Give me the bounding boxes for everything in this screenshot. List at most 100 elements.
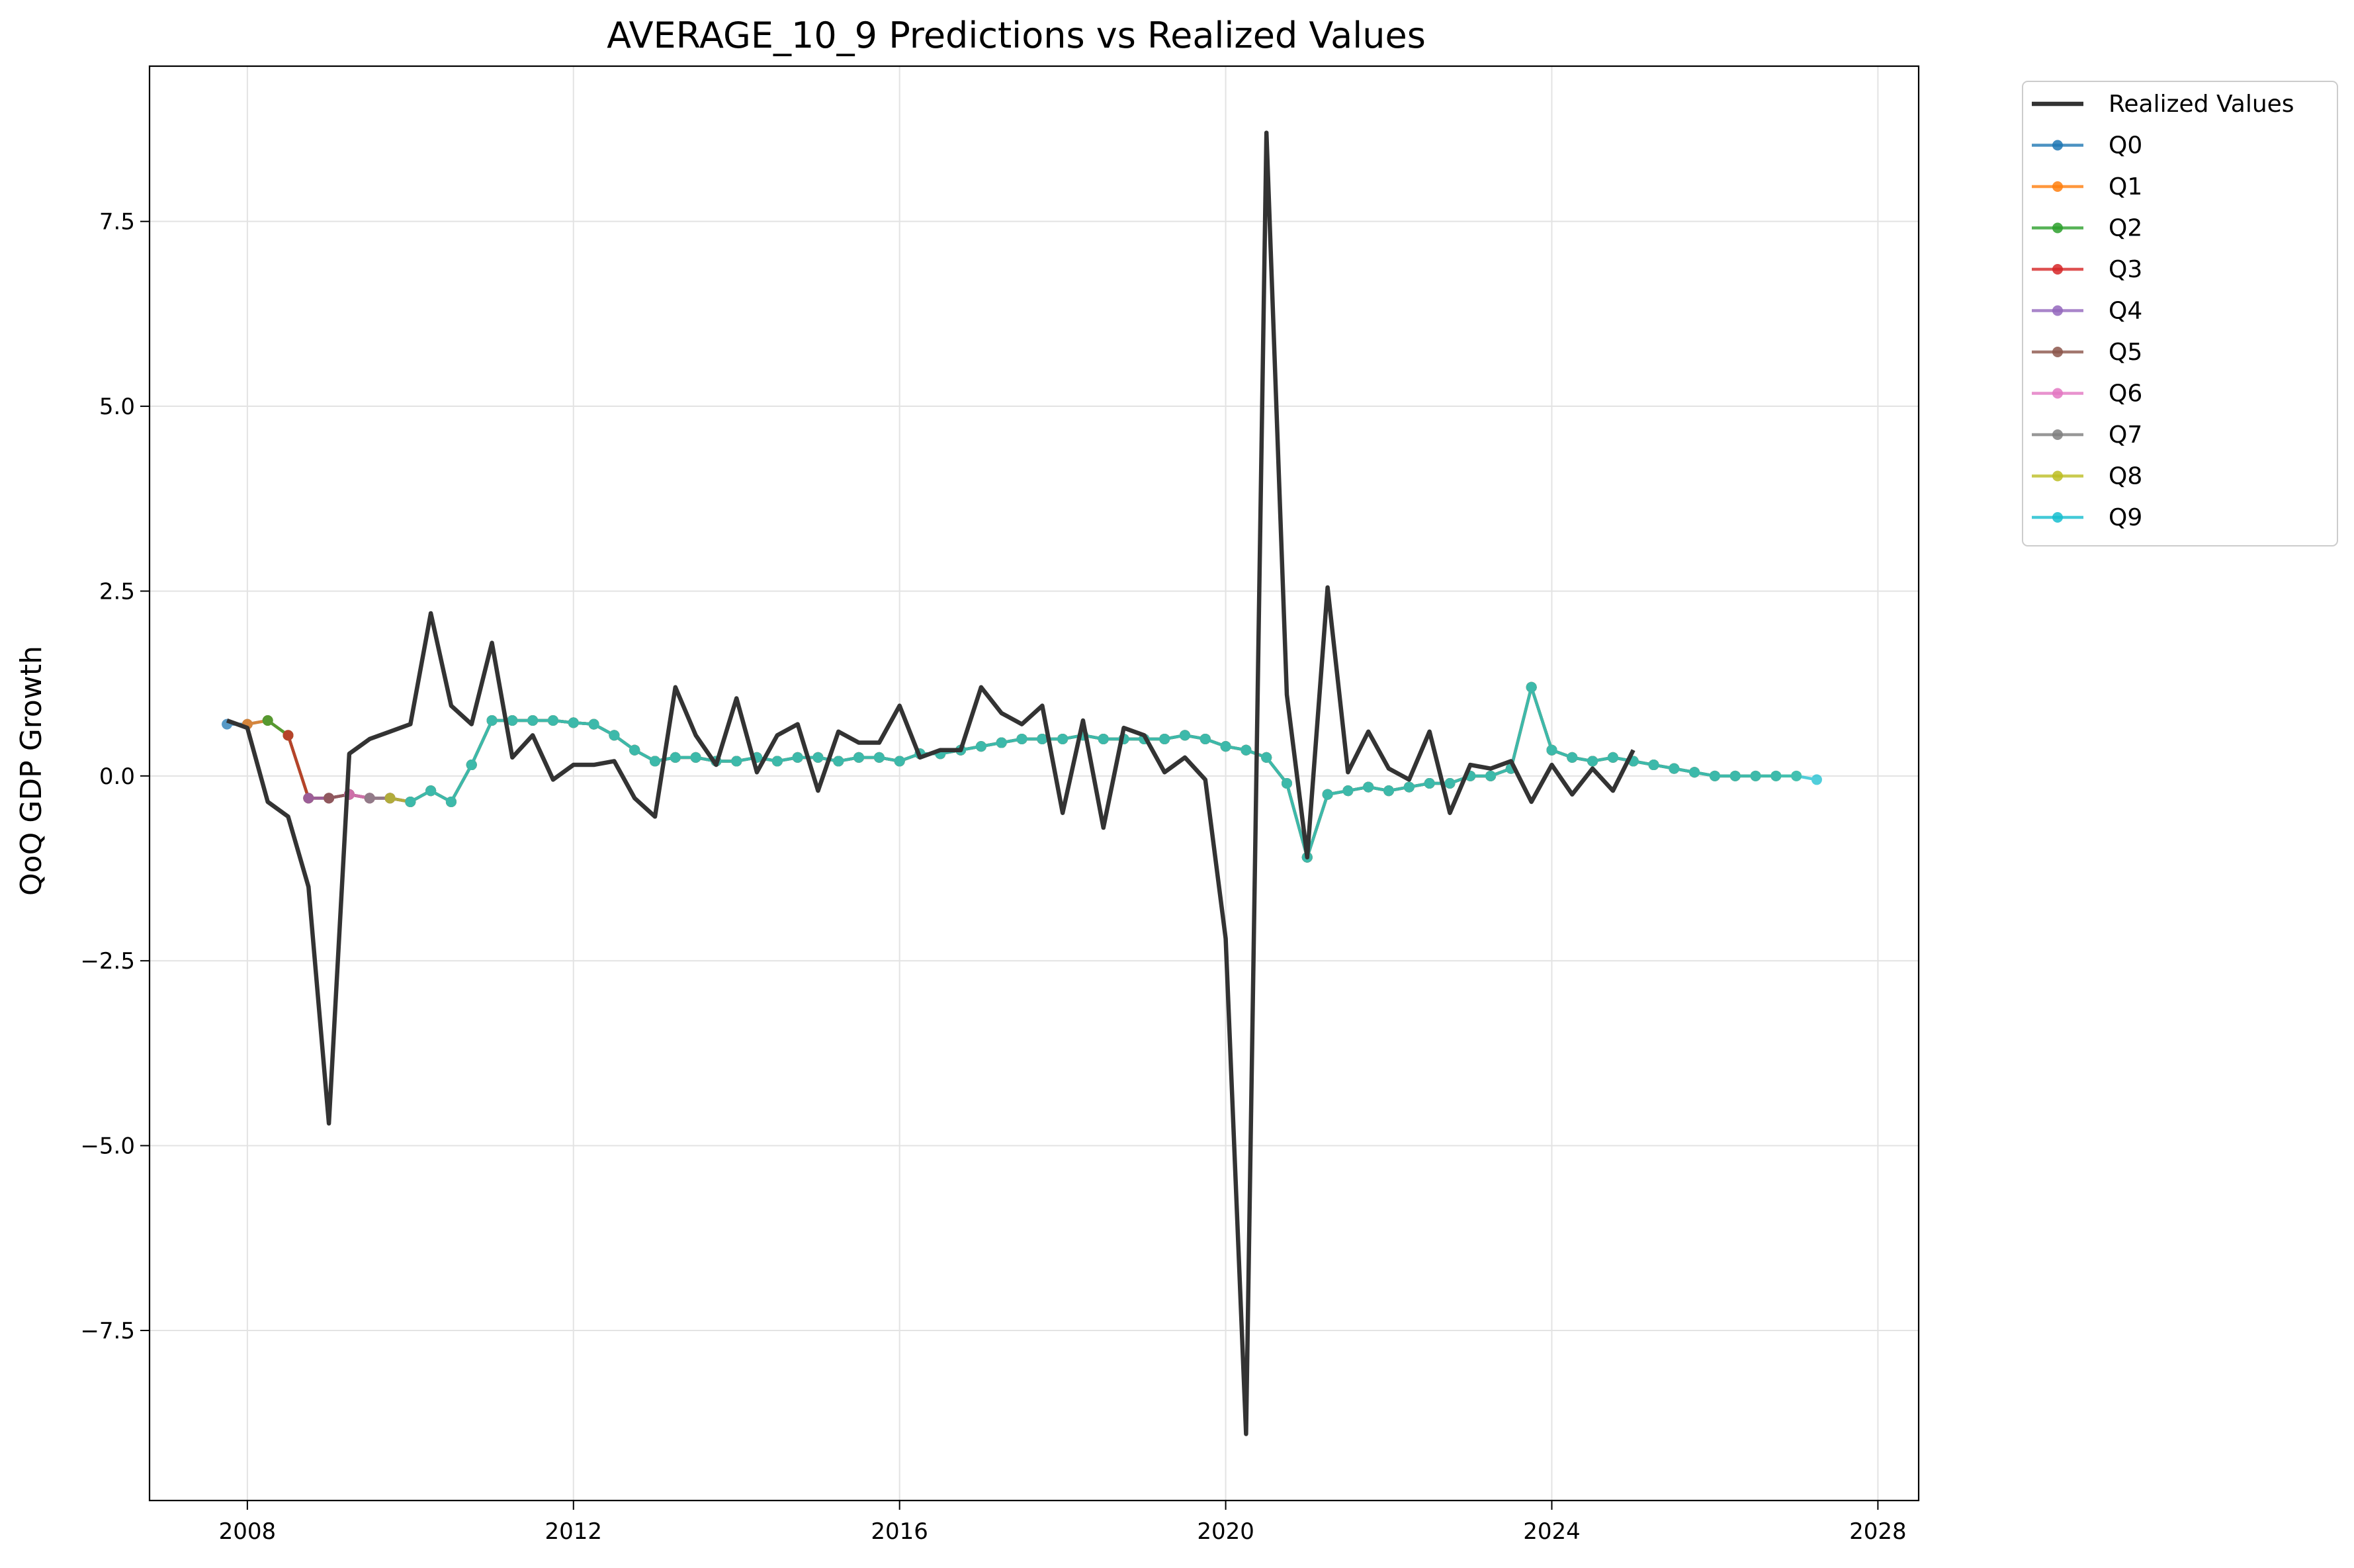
chart-title: AVERAGE_10_9 Predictions vs Realized Val… (607, 15, 1426, 56)
series-point-q9 (731, 756, 742, 767)
series-point-q9 (771, 756, 783, 767)
series-point-q9 (833, 756, 844, 767)
legend-label: Q3 (2109, 256, 2142, 283)
series-point-q9 (1199, 733, 1211, 744)
legend-swatch-marker (2052, 264, 2063, 275)
series-point-q2 (262, 715, 273, 726)
series-point-q9 (650, 756, 660, 767)
legend-label: Q8 (2109, 463, 2142, 490)
series-point-q9 (1220, 741, 1231, 752)
series-point-q9 (996, 737, 1007, 748)
series-point-q9 (445, 796, 457, 807)
series-point-q9 (1037, 733, 1048, 744)
y-axis-ticks: −7.5 −5.0 −2.5 0.0 2.5 5.0 7.5 (80, 209, 150, 1344)
legend-label: Q5 (2109, 339, 2142, 366)
series-point-q9 (1791, 770, 1802, 781)
legend-swatch-marker (2052, 388, 2063, 399)
series-point-q9 (1587, 756, 1598, 767)
series-point-q9 (527, 715, 539, 726)
series-point-q9 (1526, 681, 1537, 693)
series-point-q5 (324, 793, 335, 804)
legend-label: Q9 (2109, 504, 2142, 531)
legend-label: Q0 (2109, 132, 2142, 159)
series-point-q9 (1669, 763, 1680, 774)
x-tick-label: 2012 (545, 1518, 603, 1545)
y-tick-label: 0.0 (99, 763, 135, 790)
realized-values-line (226, 130, 1635, 1436)
series-point-q9 (1363, 781, 1374, 793)
legend-swatch-marker (2052, 470, 2063, 482)
series-point-q9 (1770, 770, 1782, 781)
legend-swatch-marker (2052, 140, 2063, 151)
series-point-q9 (873, 752, 885, 763)
series-point-q3 (283, 730, 294, 741)
series-point-q9 (894, 756, 905, 767)
legend-swatch-marker (2052, 512, 2063, 523)
series-point-q9 (1322, 789, 1333, 800)
series-point-q9 (1607, 752, 1618, 763)
legend: Realized Values Q0 Q1 Q2 Q3 Q4 Q5 Q6 Q7 Q8 Q9 (2022, 81, 2338, 546)
legend-box (2022, 81, 2338, 546)
series-point-q7 (364, 793, 375, 804)
series-point-q9 (1342, 785, 1354, 797)
legend-swatch-marker (2052, 305, 2063, 316)
series-point-q8 (384, 793, 396, 804)
series-point-q4 (303, 793, 314, 804)
legend-label: Q1 (2109, 173, 2142, 200)
x-tick-label: 2008 (219, 1518, 277, 1545)
series-point-q9 (486, 715, 498, 726)
series-point-q9 (792, 752, 803, 763)
series-point-q9 (812, 752, 824, 763)
grid-lines (150, 66, 1919, 1501)
legend-swatch-marker (2052, 222, 2063, 234)
series-point-q9 (1648, 760, 1659, 771)
series-point-q9 (1444, 778, 1456, 789)
y-axis-label: QoQ GDP Growth (15, 646, 48, 896)
series-point-q9 (1750, 770, 1761, 781)
series-point-q9 (690, 752, 701, 763)
series-point-q9 (507, 715, 518, 726)
x-tick-label: 2020 (1197, 1518, 1254, 1545)
y-tick-label: 7.5 (99, 209, 135, 236)
legend-swatch-marker (2052, 181, 2063, 192)
legend-label: Q2 (2109, 215, 2142, 242)
legend-label: Q4 (2109, 298, 2142, 325)
series-point-q9 (853, 752, 865, 763)
series-point-q9 (1567, 752, 1578, 763)
series-point-q9 (1485, 770, 1497, 781)
plot-frame (148, 65, 1920, 1502)
series-point-q9 (1689, 767, 1700, 778)
x-tick-label: 2028 (1849, 1518, 1907, 1545)
legend-label: Q7 (2109, 421, 2142, 449)
x-tick-label: 2024 (1523, 1518, 1581, 1545)
y-tick-label: 5.0 (99, 394, 135, 420)
series-point-q9 (1098, 733, 1109, 744)
series-point-q9 (568, 717, 579, 728)
series-point-q9 (1709, 770, 1720, 781)
y-tick-label: 2.5 (99, 578, 135, 605)
series-point-q9 (405, 796, 416, 807)
series-point-q9 (1261, 752, 1272, 763)
x-tick-label: 2016 (871, 1518, 928, 1545)
series-point-q9 (629, 744, 640, 756)
series-point-q9 (609, 730, 620, 741)
legend-label: Q6 (2109, 380, 2142, 408)
realized-series-group (226, 130, 1635, 1436)
series-point-q9 (1424, 778, 1435, 789)
x-axis-ticks: 2008 2012 2016 2020 2024 2028 (219, 1501, 1907, 1545)
series-line-q9 (410, 681, 1817, 863)
y-tick-label: −5.0 (80, 1133, 135, 1160)
legend-swatch-marker (2052, 429, 2063, 440)
y-tick-label: −7.5 (80, 1318, 135, 1344)
series-point-q9 (1016, 733, 1027, 744)
series-point-q9 (1546, 744, 1557, 756)
series-point-q9 (588, 719, 599, 730)
series-point-q9 (670, 752, 681, 763)
legend-swatch-marker (2052, 347, 2063, 357)
series-point-q9 (466, 760, 477, 771)
plot-area (222, 130, 1822, 1436)
series-point-q9 (1282, 778, 1292, 789)
series-point-q9 (1729, 770, 1741, 781)
